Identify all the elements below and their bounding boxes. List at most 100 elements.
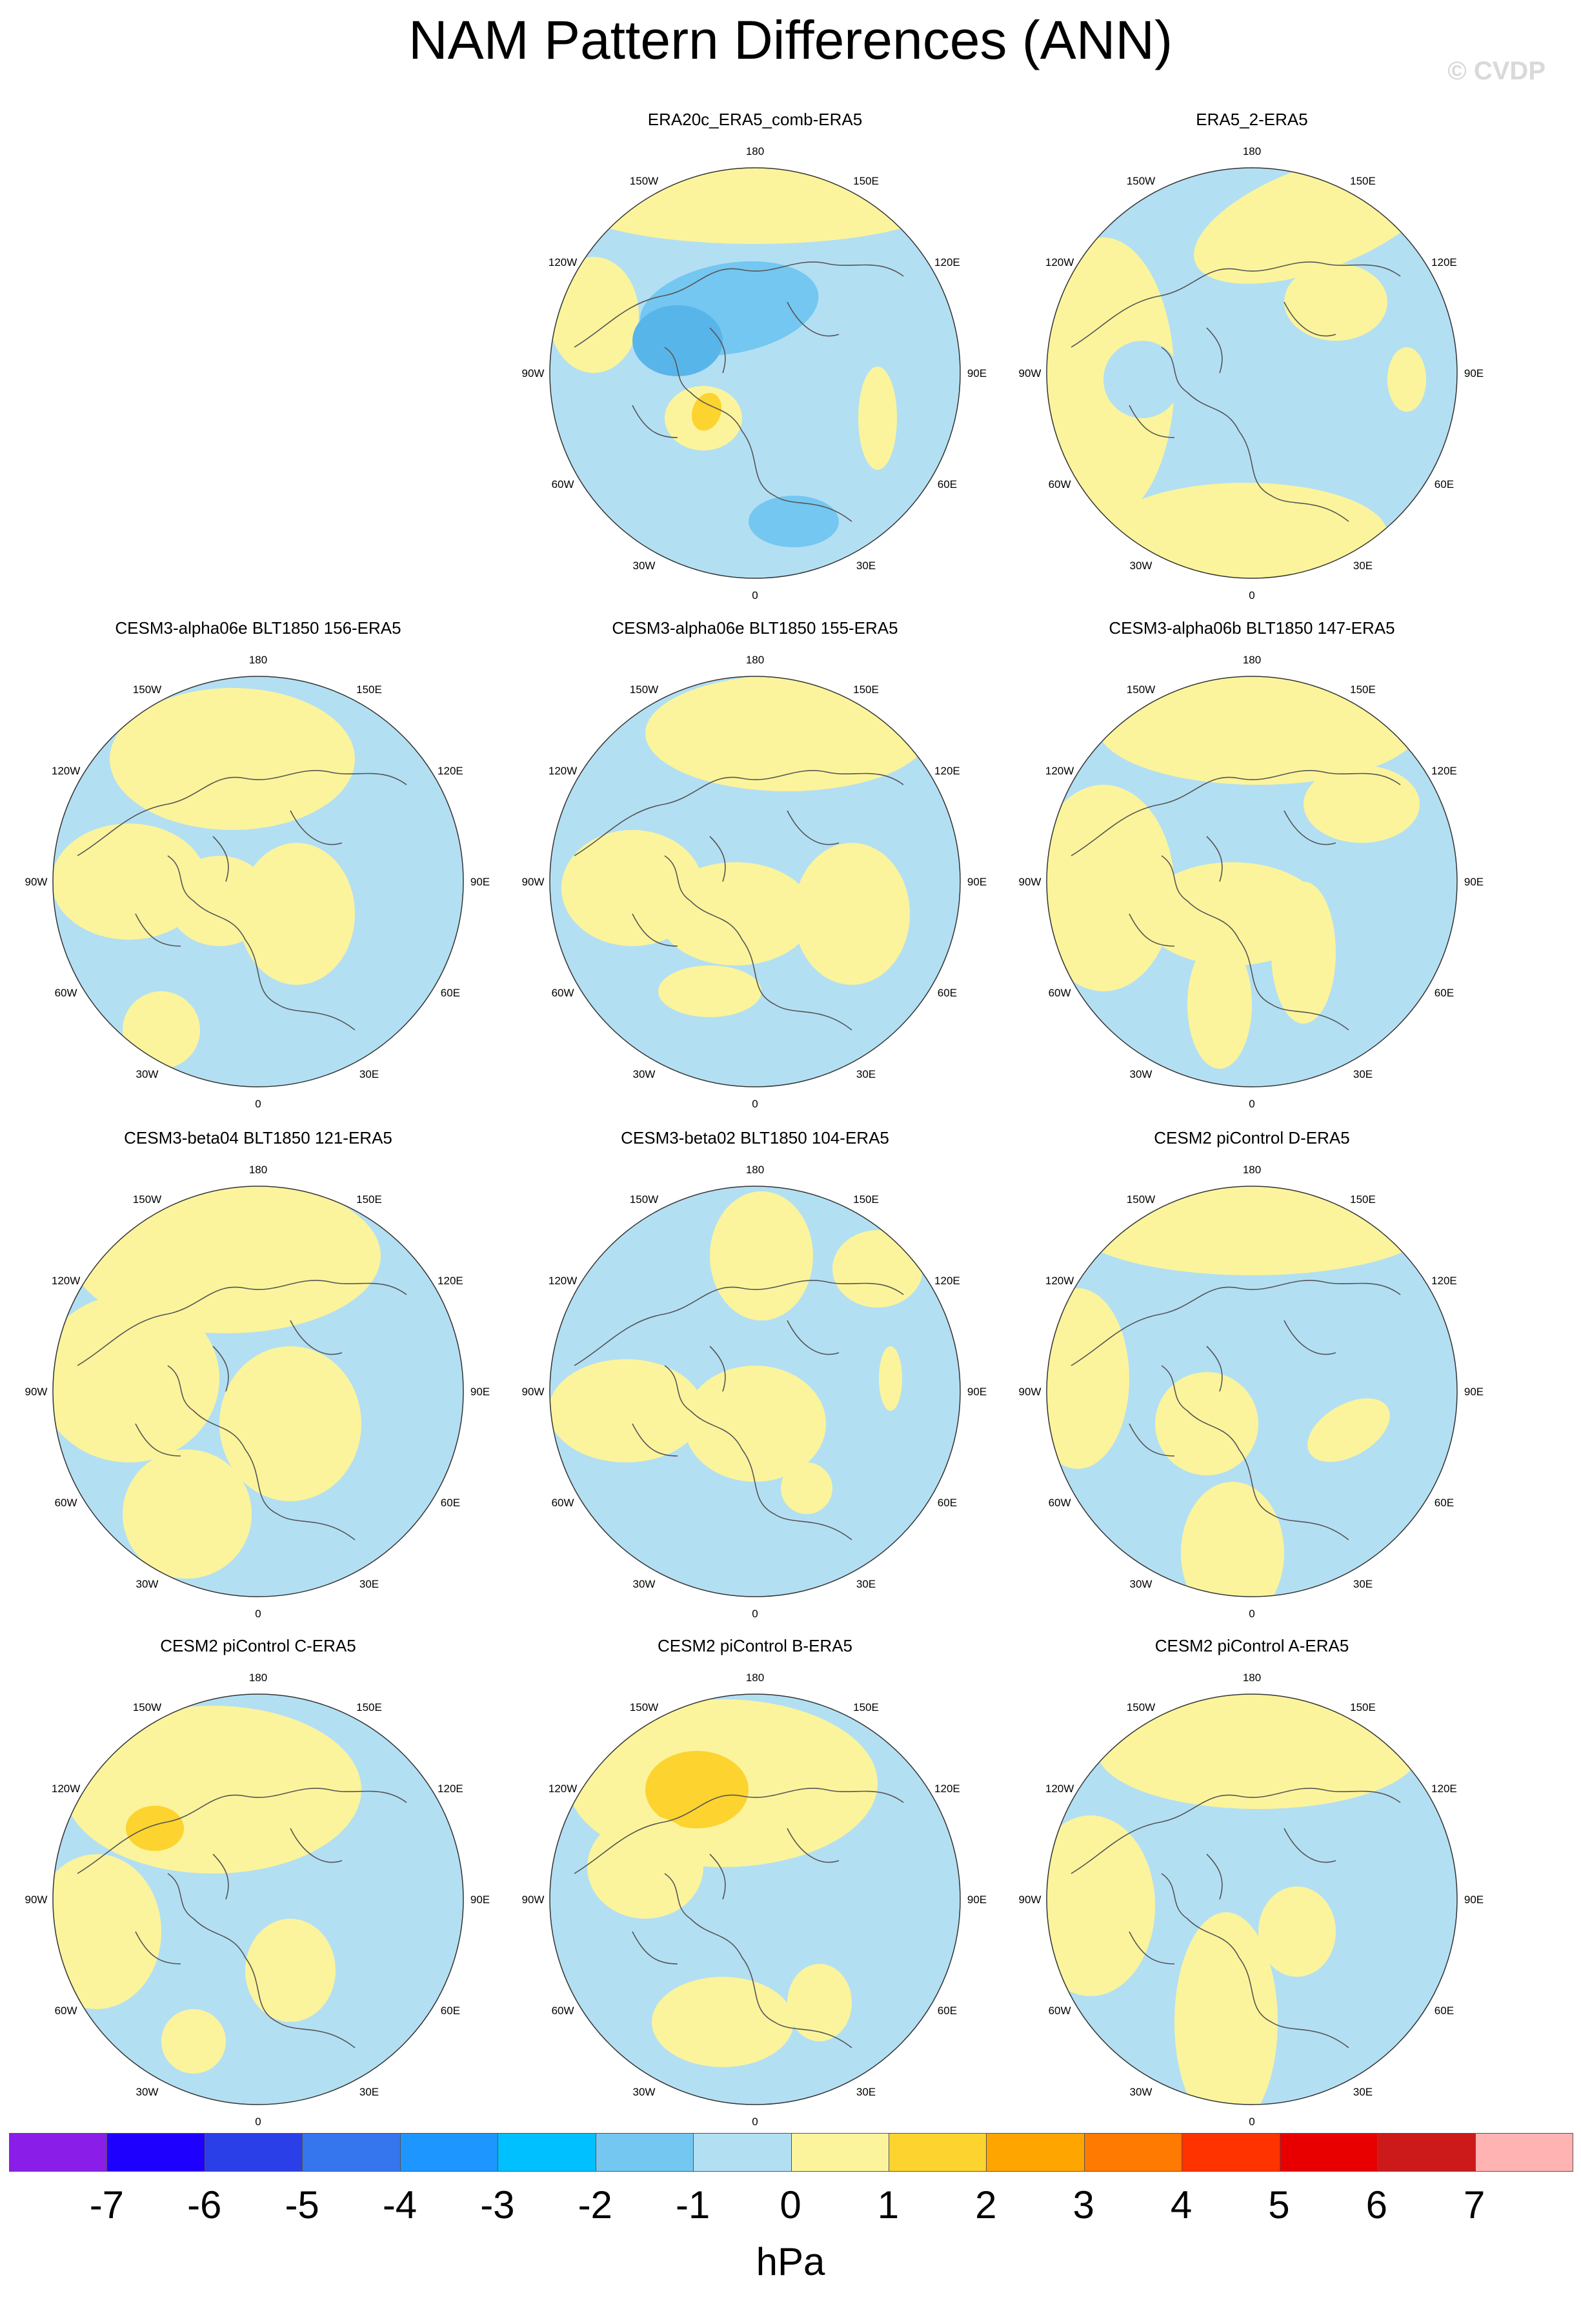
longitude-label: 0 [1249, 1608, 1254, 1620]
longitude-label: 120E [934, 1783, 960, 1795]
colorbar-swatch [400, 2134, 499, 2171]
longitude-label: 120W [1045, 1275, 1074, 1287]
polar-map: 180 150E 120E 90E 60E 30E 0 30W 60W 90W 120W 150W [1019, 1672, 1484, 2128]
longitude-label: 90W [1019, 367, 1042, 379]
longitude-label: 30W [136, 1578, 159, 1590]
anomaly-contour [1174, 1912, 1278, 2105]
anomaly-contour [691, 392, 722, 431]
map-panel: CESM3-beta02 BLT1850 104-ERA5 180 150E 120E… [516, 1128, 994, 1625]
longitude-label: 150W [630, 175, 658, 187]
coastline [574, 1280, 904, 1541]
longitude-label: 150W [133, 683, 161, 696]
negative-anomaly-field [1047, 1186, 1457, 1597]
longitude-label: 60W [1049, 987, 1071, 999]
coastline [574, 770, 904, 1031]
colorbar-tick-label: -4 [382, 2183, 418, 2227]
longitude-label: 120W [52, 1275, 80, 1287]
longitude-label: 120E [934, 1275, 960, 1287]
longitude-label: 30E [856, 1068, 876, 1080]
map-panel: CESM3-alpha06b BLT1850 147-ERA5 180 150E 12… [1013, 618, 1491, 1115]
anomaly-contour [1103, 341, 1181, 418]
longitude-label: 30W [136, 2086, 159, 2098]
longitude-label: 90W [1019, 1894, 1042, 1906]
longitude-label: 0 [255, 1098, 261, 1110]
map-panel: CESM2 piControl C-ERA5 180 150E 120E 90E 60E 3… [19, 1636, 497, 2133]
longitude-label: 150E [1350, 1701, 1376, 1713]
polar-map: 180 150E 120E 90E 60E 30E 0 30W 60W 90W 120W 150W [25, 654, 490, 1110]
anomaly-contour [781, 1462, 832, 1514]
longitude-label: 60E [1435, 478, 1454, 490]
coastline [77, 770, 407, 1031]
anomaly-contour [219, 1346, 361, 1501]
anomaly-contour [1181, 1482, 1284, 1597]
longitude-label: 90W [25, 876, 48, 888]
panel-title: CESM3-alpha06b BLT1850 147-ERA5 [1109, 618, 1395, 638]
colorbar-tick-label: 2 [975, 2183, 997, 2227]
colorbar-tick-label: 4 [1170, 2183, 1193, 2227]
longitude-label: 60W [55, 987, 77, 999]
longitude-label: 0 [1249, 589, 1254, 601]
longitude-label: 60W [55, 1497, 77, 1509]
longitude-label: 60E [1435, 1497, 1454, 1509]
longitude-label: 60E [441, 1497, 460, 1509]
map-panel: ERA20c_ERA5_comb-ERA5 180 150E 120E 90E 60E 30… [516, 110, 994, 607]
longitude-label: 120E [438, 1783, 463, 1795]
longitude-label: 30W [1130, 1578, 1153, 1590]
colorbar [9, 2133, 1573, 2172]
longitude-label: 30E [856, 1578, 876, 1590]
colorbar-tick-label: 0 [780, 2183, 801, 2227]
longitude-label: 180 [249, 654, 267, 666]
longitude-label: 150W [133, 1701, 161, 1713]
coastline [1071, 1280, 1401, 1541]
panel-title: ERA20c_ERA5_comb-ERA5 [647, 110, 863, 129]
polar-map: 180 150E 120E 90E 60E 30E 0 30W 60W 90W 120W 150W [522, 1672, 987, 2128]
longitude-label: 90E [1464, 1386, 1484, 1398]
polar-map: 180 150E 120E 90E 60E 30E 0 30W 60W 90W 120W 150W [522, 654, 987, 1110]
longitude-label: 30W [1130, 560, 1153, 572]
longitude-label: 90E [470, 876, 490, 888]
colorbar-tick-label: 6 [1365, 2183, 1387, 2227]
panel-title: CESM2 piControl C-ERA5 [160, 1636, 356, 1655]
longitude-label: 150E [356, 1193, 382, 1206]
colorbar-swatch [596, 2134, 694, 2171]
longitude-label: 30W [633, 1578, 656, 1590]
colorbar-swatch [1182, 2134, 1280, 2171]
colorbar-swatch [1475, 2134, 1573, 2171]
longitude-label: 180 [746, 654, 764, 666]
anomaly-contour [110, 688, 355, 830]
colorbar-tick-label: 5 [1268, 2183, 1290, 2227]
anomaly-contour [1047, 1815, 1155, 1996]
longitude-label: 30W [633, 2086, 656, 2098]
longitude-label: 60E [938, 2005, 957, 2017]
longitude-label: 90E [1464, 367, 1484, 379]
longitude-label: 150E [853, 175, 879, 187]
colorbar-swatch [303, 2134, 401, 2171]
panel-title: ERA5_2-ERA5 [1196, 110, 1308, 129]
longitude-label: 120W [1045, 256, 1074, 268]
longitude-label: 90W [522, 876, 545, 888]
longitude-label: 90W [25, 1386, 48, 1398]
longitude-label: 180 [249, 1672, 267, 1684]
longitude-label: 60W [55, 2005, 77, 2017]
longitude-label: 60E [1435, 987, 1454, 999]
longitude-label: 150E [1350, 1193, 1376, 1206]
longitude-label: 90E [470, 1894, 490, 1906]
longitude-label: 90W [1019, 876, 1042, 888]
longitude-label: 150W [1127, 683, 1155, 696]
longitude-label: 180 [1243, 145, 1261, 157]
longitude-label: 30E [1353, 560, 1373, 572]
coastline [574, 1788, 904, 2048]
longitude-label: 60E [938, 478, 957, 490]
anomaly-contour [1071, 1186, 1433, 1275]
longitude-label: 0 [255, 2116, 261, 2128]
coastline [1071, 770, 1401, 1031]
longitude-label: 90E [1464, 1894, 1484, 1906]
anomaly-contour [561, 168, 949, 244]
colorbar-tick-label: -5 [285, 2183, 319, 2227]
longitude-label: 30E [856, 2086, 876, 2098]
longitude-label: 120W [1045, 1783, 1074, 1795]
longitude-label: 60E [441, 2005, 460, 2017]
longitude-label: 150W [1127, 175, 1155, 187]
longitude-label: 120E [438, 765, 463, 777]
longitude-label: 60W [1049, 1497, 1071, 1509]
